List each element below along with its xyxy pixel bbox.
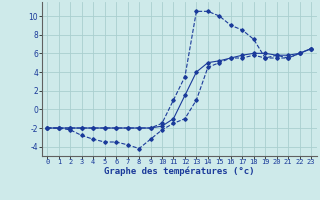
X-axis label: Graphe des températures (°c): Graphe des températures (°c) [104, 167, 254, 176]
